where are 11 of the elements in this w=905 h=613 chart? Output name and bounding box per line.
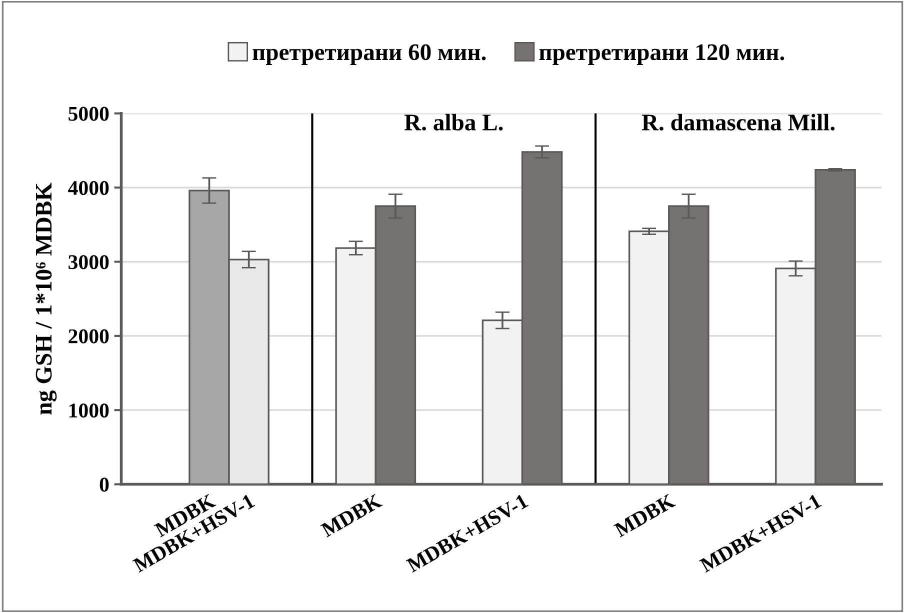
annotation: R. alba L. xyxy=(404,114,503,131)
y-tick-label: 5000 xyxy=(68,106,109,121)
y-axis-title: ng GSH / 1*10⁶ MDBK xyxy=(36,182,57,415)
y-tick-label: 0 xyxy=(100,478,109,492)
y-tick-label: 4000 xyxy=(68,180,109,196)
y-tick-label: 2000 xyxy=(68,329,109,344)
annotation: R. damascena Mill. xyxy=(642,114,835,131)
legend-label: претретирани 120 мин. xyxy=(539,44,784,65)
y-tick-label: 3000 xyxy=(68,255,109,270)
legend-label: претретирани 60 мин. xyxy=(252,44,486,65)
y-tick-label: 1000 xyxy=(69,403,109,418)
